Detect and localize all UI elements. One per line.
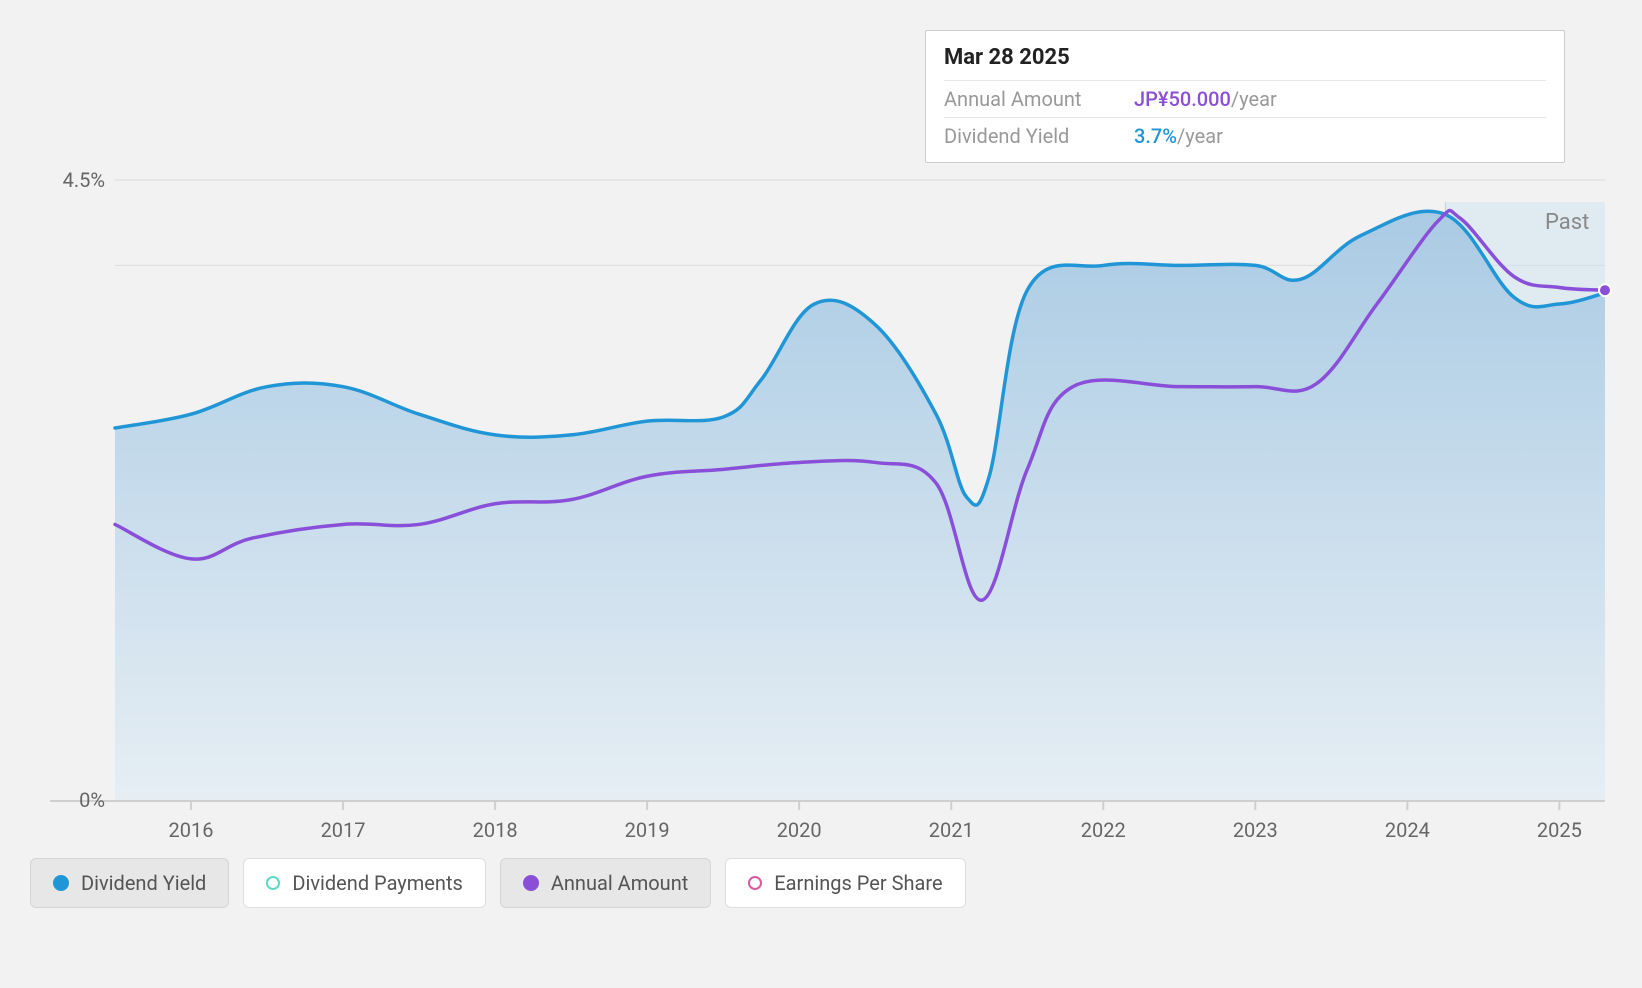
tooltip-row: Annual AmountJP¥50.000/year xyxy=(944,81,1546,118)
legend-label: Dividend Payments xyxy=(292,871,462,895)
legend-swatch xyxy=(53,875,69,891)
tooltip-row-value: JP¥50.000 xyxy=(1134,87,1231,111)
legend-swatch xyxy=(523,875,539,891)
legend-item[interactable]: Dividend Payments xyxy=(243,858,485,908)
legend-label: Dividend Yield xyxy=(81,871,206,895)
past-region-label: Past xyxy=(1545,210,1589,235)
legend-swatch xyxy=(748,876,762,890)
chart-tooltip: Mar 28 2025 Annual AmountJP¥50.000/yearD… xyxy=(925,30,1565,163)
x-axis-label: 2022 xyxy=(1081,818,1126,842)
legend-label: Earnings Per Share xyxy=(774,871,942,895)
x-axis-label: 2017 xyxy=(321,818,366,842)
tooltip-row: Dividend Yield3.7%/year xyxy=(944,118,1546,148)
y-axis-label: 4.5% xyxy=(63,168,105,192)
x-axis-label: 2021 xyxy=(929,818,974,842)
legend-item[interactable]: Earnings Per Share xyxy=(725,858,965,908)
legend-label: Annual Amount xyxy=(551,871,688,895)
x-axis-label: 2020 xyxy=(777,818,822,842)
y-axis-label: 0% xyxy=(79,788,105,812)
tooltip-row-unit: /year xyxy=(1231,87,1277,111)
x-axis-label: 2023 xyxy=(1233,818,1278,842)
tooltip-row-label: Annual Amount xyxy=(944,87,1134,111)
chart-container: 0% 4.5% 2016 2017 2018 2019 2020 2021 2022 2023 2… xyxy=(0,0,1642,988)
tooltip-row-label: Dividend Yield xyxy=(944,124,1134,148)
x-axis-label: 2018 xyxy=(473,818,518,842)
tooltip-date: Mar 28 2025 xyxy=(944,45,1546,81)
x-axis-label: 2019 xyxy=(625,818,670,842)
chart-area[interactable]: 0% 4.5% 2016 2017 2018 2019 2020 2021 2022 2023 2… xyxy=(30,20,1612,840)
x-axis-label: 2025 xyxy=(1537,818,1582,842)
legend-swatch xyxy=(266,876,280,890)
tooltip-row-value: 3.7% xyxy=(1134,124,1177,148)
x-axis-label: 2016 xyxy=(169,818,214,842)
legend-item[interactable]: Dividend Yield xyxy=(30,858,229,908)
tooltip-row-unit: /year xyxy=(1177,124,1223,148)
x-axis-label: 2024 xyxy=(1385,818,1430,842)
legend-bar: Dividend Yield Dividend Payments Annual Am… xyxy=(30,858,1612,908)
legend-item[interactable]: Annual Amount xyxy=(500,858,711,908)
